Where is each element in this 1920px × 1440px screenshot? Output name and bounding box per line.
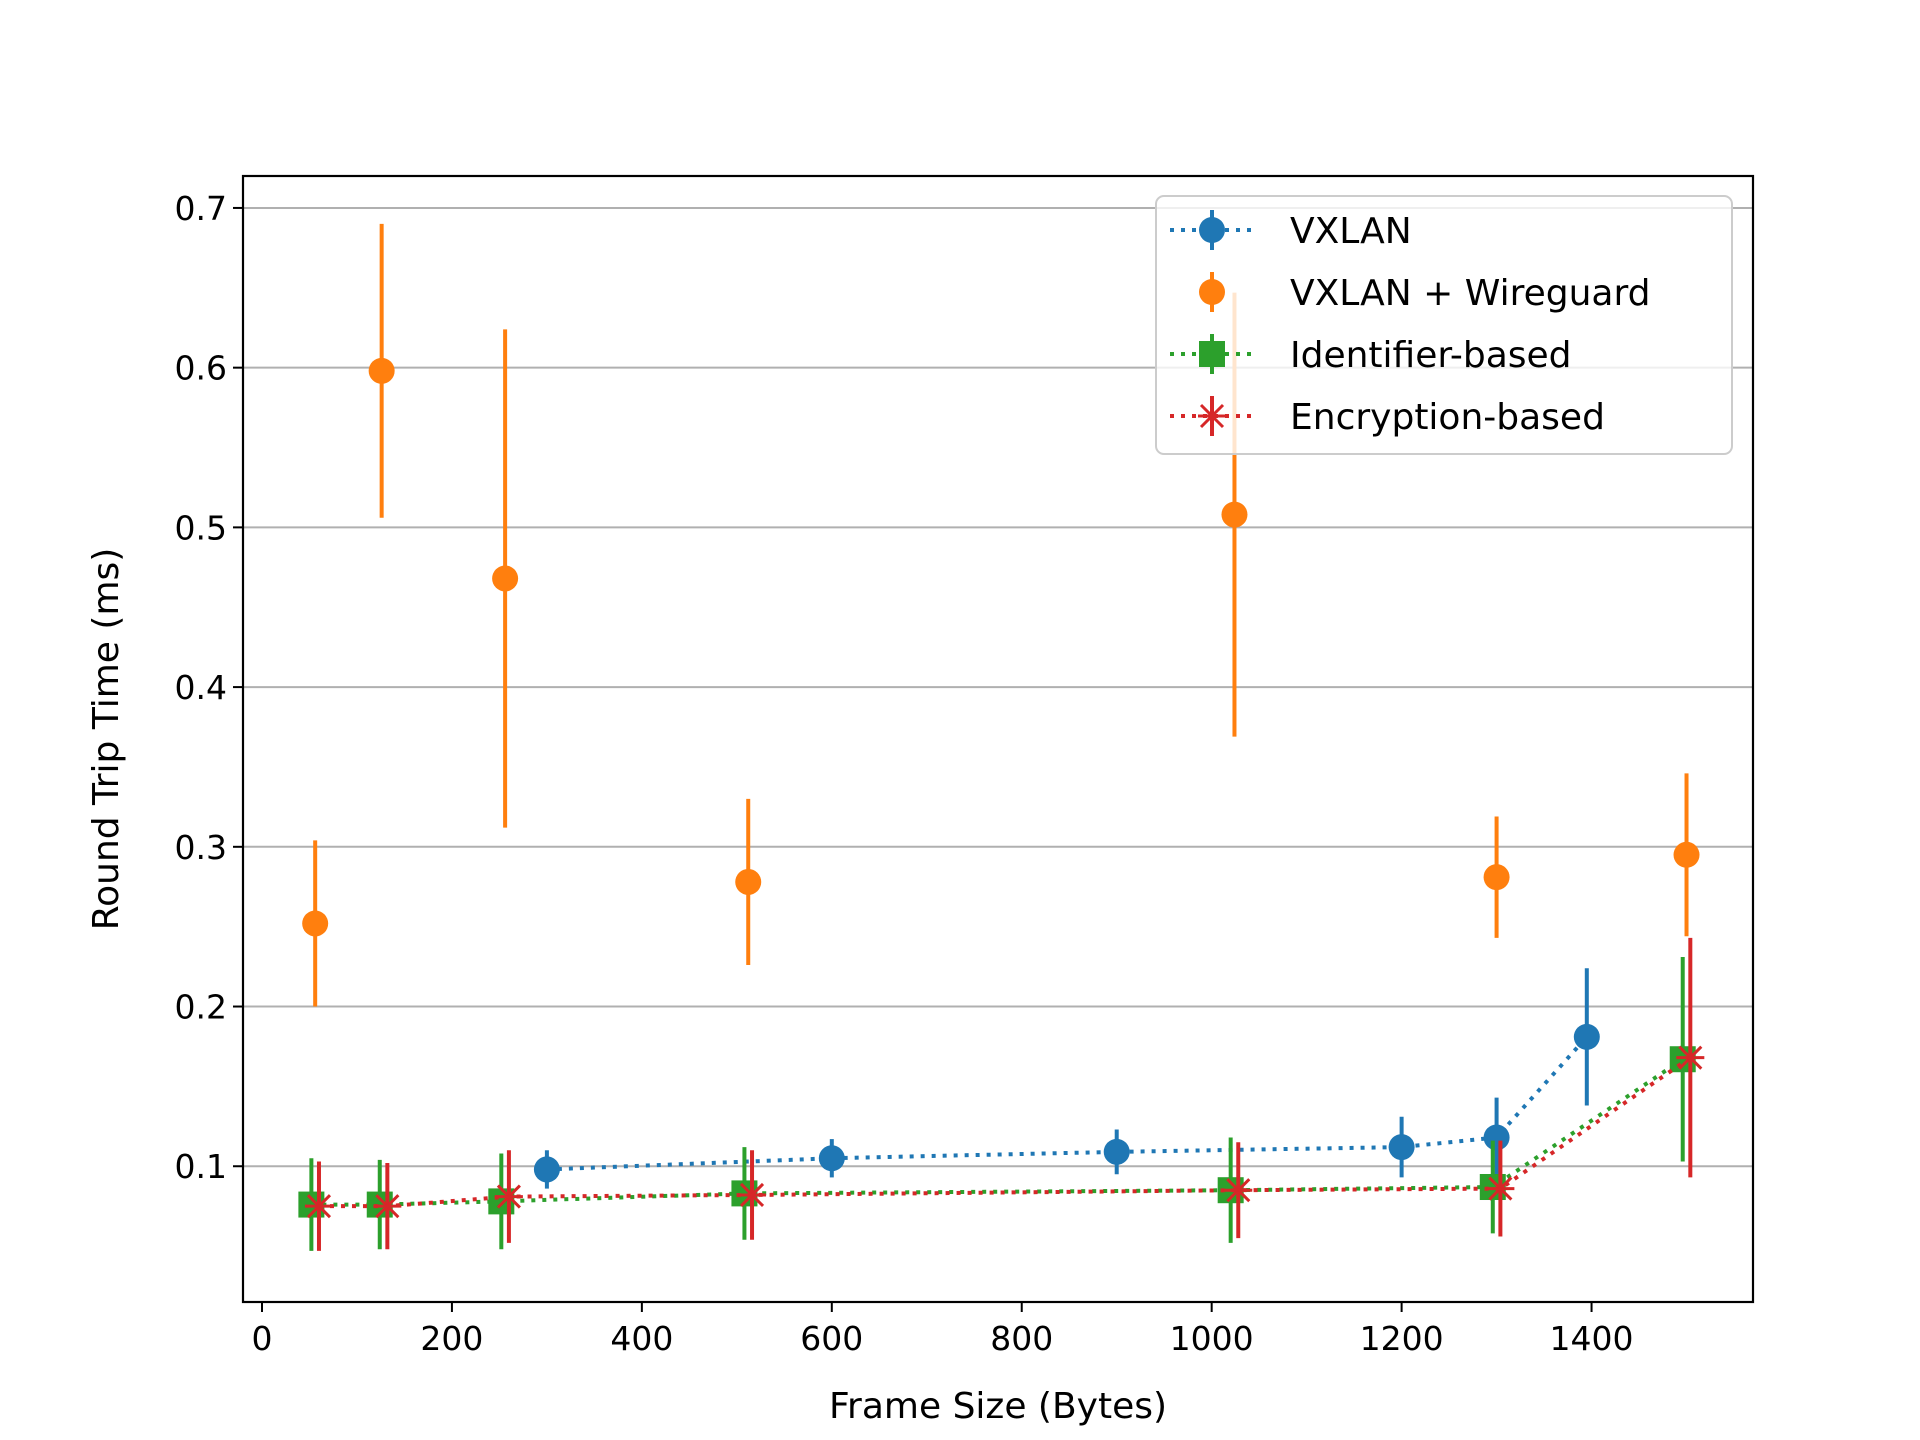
x-tick-label: 600 — [800, 1319, 863, 1358]
legend-label: Identifier-based — [1290, 335, 1572, 376]
data-point — [1388, 1134, 1415, 1161]
x-axis-label: Frame Size (Bytes) — [829, 1386, 1167, 1427]
data-point — [304, 1194, 333, 1219]
legend-marker — [1198, 403, 1226, 429]
series-line — [311, 1057, 1684, 1207]
y-axis-label: Round Trip Time (ms) — [86, 548, 127, 931]
x-tick-label: 1000 — [1170, 1319, 1254, 1358]
data-point — [533, 1156, 560, 1183]
data-point — [373, 1194, 402, 1219]
x-tick-label: 800 — [990, 1319, 1053, 1358]
legend-entry-vxlan-wireguard: VXLAN + Wireguard — [1199, 272, 1651, 314]
axis-ticks: 0.1 0.2 0.3 0.4 0.5 0.6 0.7 0 200 400 600 800 1000 12… — [175, 189, 1634, 1358]
legend-marker — [1199, 279, 1225, 305]
data-point — [1573, 1023, 1600, 1050]
data-point — [368, 357, 395, 384]
y-tick-label: 0.7 — [175, 189, 227, 228]
data-point — [302, 910, 329, 937]
legend-label: Encryption-based — [1290, 397, 1605, 438]
legend: VXLAN VXLAN + Wireguard Identifier-based En… — [1155, 195, 1733, 455]
data-point — [1483, 1124, 1510, 1151]
y-tick-label: 0.5 — [175, 508, 227, 547]
y-tick-label: 0.4 — [175, 668, 227, 707]
legend-label: VXLAN + Wireguard — [1290, 273, 1651, 314]
y-tick-label: 0.6 — [175, 349, 227, 388]
legend-box — [1155, 195, 1733, 455]
x-tick-label: 0 — [251, 1319, 272, 1358]
data-point — [1673, 841, 1700, 868]
data-point — [494, 1184, 523, 1209]
data-point — [735, 868, 762, 895]
series-vxlan-wireguard — [302, 223, 1700, 1007]
legend-label: VXLAN — [1290, 211, 1412, 252]
legend-marker — [1199, 341, 1225, 367]
data-point — [818, 1145, 845, 1172]
grid-lines — [243, 206, 1753, 1168]
y-tick-label: 0.2 — [175, 988, 227, 1027]
legend-marker — [1199, 217, 1225, 243]
data-point — [1483, 864, 1510, 891]
x-tick-label: 400 — [610, 1319, 673, 1358]
data-point — [1486, 1176, 1515, 1201]
data-point — [1221, 501, 1248, 528]
y-tick-label: 0.3 — [175, 828, 227, 867]
series-vxlan — [533, 968, 1600, 1189]
data-point — [738, 1182, 767, 1208]
data-point — [1224, 1178, 1253, 1203]
data-point — [1103, 1138, 1130, 1165]
y-tick-label: 0.1 — [175, 1147, 227, 1186]
series-line — [546, 1035, 1589, 1172]
data-point — [492, 565, 519, 592]
data-point — [1676, 1045, 1705, 1070]
x-tick-label: 200 — [420, 1319, 483, 1358]
x-tick-label: 1400 — [1550, 1319, 1634, 1358]
series-encryption-based — [304, 937, 1705, 1251]
plot-frame — [241, 174, 1755, 1304]
series-layer — [298, 223, 1705, 1251]
legend-entry-encryption-based: Encryption-based — [1170, 396, 1605, 438]
x-tick-label: 1200 — [1360, 1319, 1444, 1358]
legend-entry-identifier-based: Identifier-based — [1170, 334, 1572, 376]
legend-entry-vxlan: VXLAN — [1170, 210, 1412, 252]
